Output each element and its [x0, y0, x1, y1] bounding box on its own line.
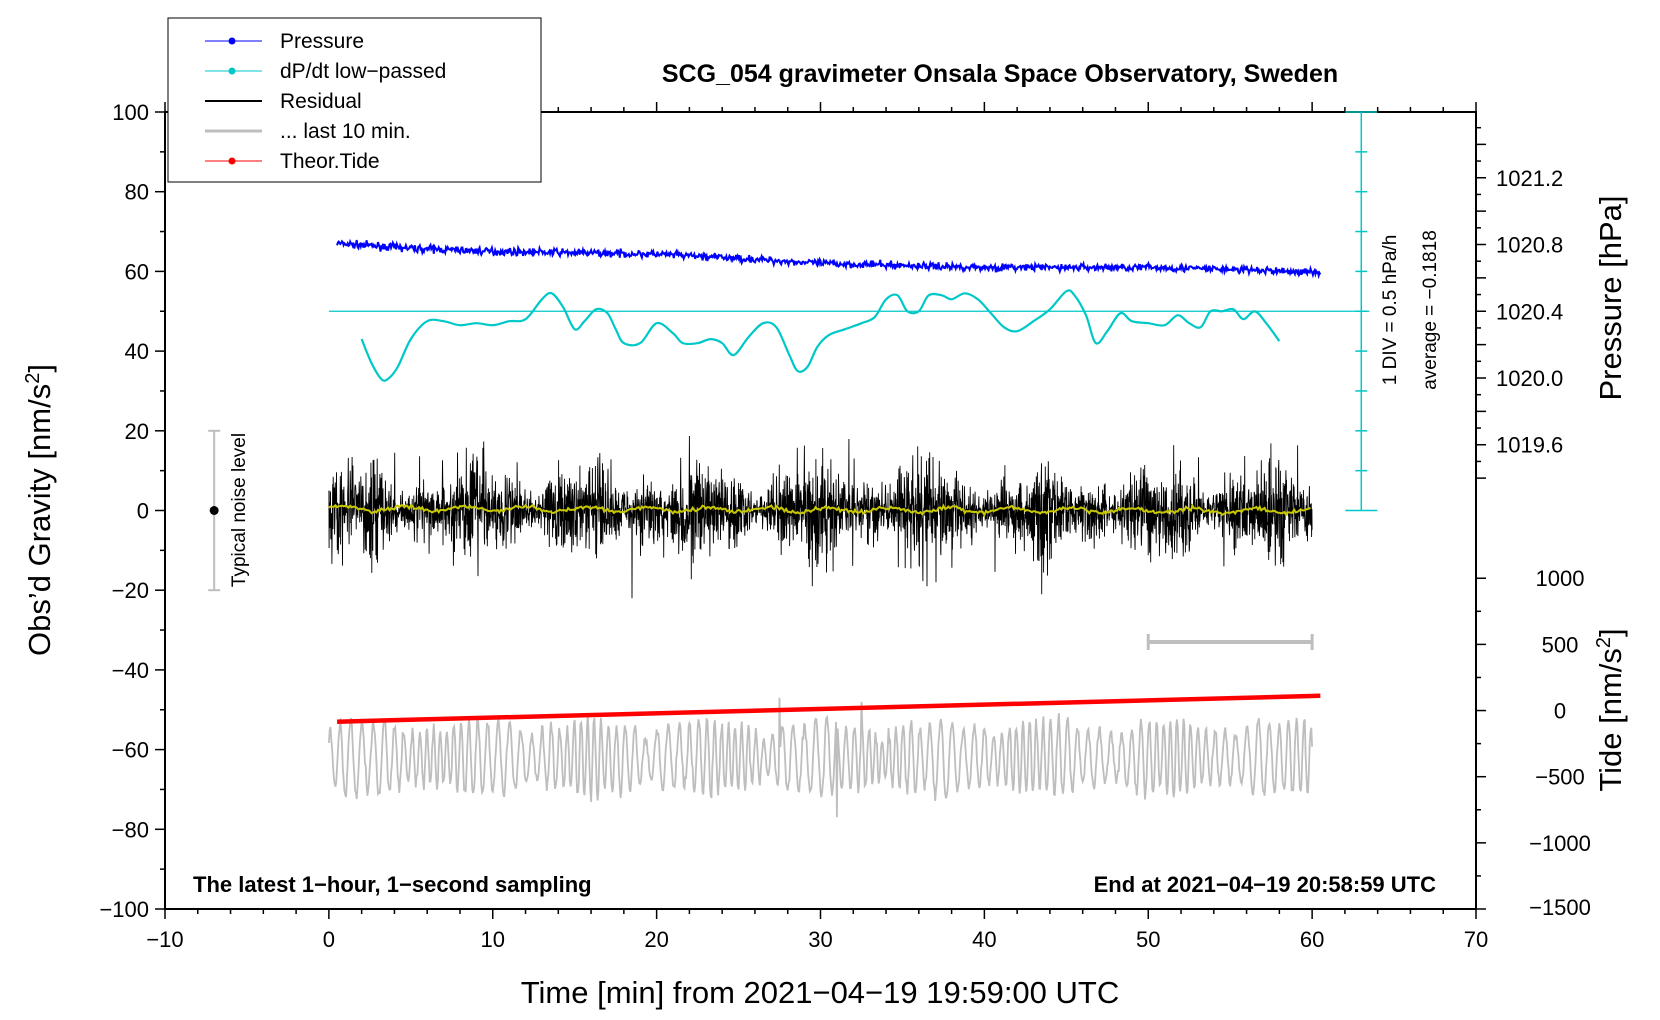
y-tick-label-pressure: 1020.8 — [1496, 233, 1563, 258]
y-axis-pressure-title: Pressure [hPa] — [1593, 195, 1628, 400]
series-layer — [328, 238, 1370, 818]
dpdt-series-line — [360, 289, 1281, 382]
pressure-series-line — [336, 238, 1322, 280]
x-tick-label: 70 — [1464, 927, 1488, 952]
legend-label-last-10-min: ... last 10 min. — [280, 120, 411, 143]
y-tick-label: −40 — [112, 658, 149, 683]
legend-label-residual: Residual — [280, 90, 362, 113]
y-tick-label-pressure: 1020.0 — [1496, 366, 1563, 391]
y-tick-label: 20 — [125, 419, 149, 444]
legend-marker-dpdt — [228, 67, 236, 75]
y-tick-label: −100 — [99, 897, 149, 922]
y-tick-label-pressure: 1020.4 — [1496, 299, 1563, 324]
last-10-min-series-line — [328, 697, 1313, 818]
legend-entry-dpdt: dP/dt low−passed — [205, 60, 446, 83]
legend-label-pressure: Pressure — [280, 30, 364, 53]
y-tick-label: −20 — [112, 578, 149, 603]
dpdt-average-label: average = −0.1818 — [1420, 230, 1441, 390]
annotations-layer — [208, 111, 1378, 651]
legend-entry-last-10-min: ... last 10 min. — [205, 120, 411, 143]
x-tick-label: 40 — [972, 927, 996, 952]
x-tick-label: −10 — [146, 927, 183, 952]
theor-tide-series-line — [337, 693, 1321, 724]
x-tick-label: 0 — [323, 927, 335, 952]
y-tick-label-tide: 500 — [1542, 632, 1579, 657]
x-tick-label: 10 — [481, 927, 505, 952]
y-tick-label-tide: −1500 — [1529, 895, 1591, 920]
y-axis-tide-title: Tide [nm/s2] — [1593, 628, 1628, 791]
y-tick-label: −60 — [112, 738, 149, 763]
dpdt-division-label: 1 DIV = 0.5 hPa/h — [1380, 235, 1401, 386]
y-tick-label-tide: −500 — [1535, 765, 1585, 790]
legend-marker-pressure — [228, 37, 236, 45]
y-tick-label: 80 — [125, 180, 149, 205]
legend-entry-residual: Residual — [205, 90, 362, 113]
noise-level-label: Typical noise level — [229, 433, 250, 587]
y-tick-label: 60 — [125, 259, 149, 284]
legend-label-theor-tide: Theor.Tide — [280, 150, 380, 173]
y-tick-label: −80 — [112, 817, 149, 842]
footnote-right: End at 2021−04−19 20:58:59 UTC — [1094, 872, 1437, 897]
footnote-left: The latest 1−hour, 1−second sampling — [193, 872, 592, 897]
residual-series-line — [328, 435, 1313, 599]
legend-entry-theor-tide: Theor.Tide — [205, 150, 380, 173]
x-tick-label: 50 — [1136, 927, 1160, 952]
y-tick-label-tide: −1000 — [1529, 831, 1591, 856]
y-tick-label-pressure: 1021.2 — [1496, 166, 1563, 191]
x-tick-label: 20 — [644, 927, 668, 952]
y-tick-label-tide: 1000 — [1536, 566, 1585, 591]
legend-label-dpdt: dP/dt low−passed — [280, 60, 446, 83]
y-tick-label: 100 — [112, 100, 149, 125]
chart-title: SCG_054 gravimeter Onsala Space Observat… — [662, 60, 1338, 88]
axis-ticks: −10 0 10 20 30 40 50 60 70100806040200−20−40−60−… — [99, 100, 1590, 952]
y-tick-label: 40 — [125, 339, 149, 364]
y-tick-label-pressure: 1019.6 — [1496, 433, 1563, 458]
y-tick-label: 0 — [137, 499, 149, 524]
x-tick-label: 30 — [808, 927, 832, 952]
legend-entry-pressure: Pressure — [205, 30, 364, 53]
x-axis-title: Time [min] from 2021−04−19 19:59:00 UTC — [521, 975, 1120, 1010]
y-tick-label-tide: 0 — [1554, 699, 1566, 724]
residual-smoothed-line — [328, 503, 1312, 518]
legend: Pressure dP/dt low−passed Residual ... l… — [167, 17, 542, 183]
legend-marker-theor-tide — [228, 157, 236, 165]
y-axis-left-title: Obs’d Gravity [nm/s2] — [22, 364, 57, 656]
x-tick-label: 60 — [1300, 927, 1324, 952]
noise-bar-center-dot — [209, 506, 219, 515]
